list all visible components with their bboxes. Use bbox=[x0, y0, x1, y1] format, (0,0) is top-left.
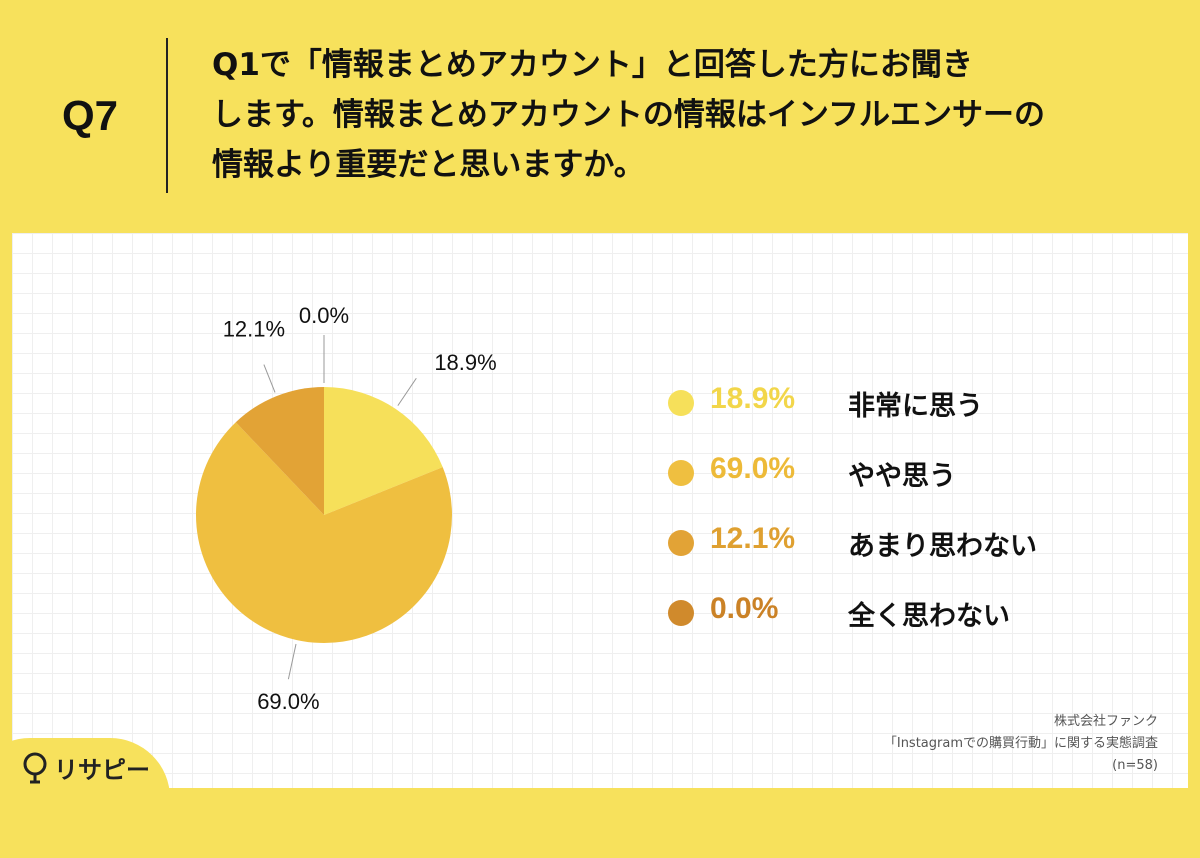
question-text: Q1で「情報まとめアカウント」と回答した方にお聞き します。情報まとめアカウント… bbox=[212, 40, 1172, 190]
source-note: 株式会社ファンク 「Instagramでの購買行動」に関する実態調査 (n=58… bbox=[884, 711, 1158, 777]
legend-row: 12.1% あまり思わない bbox=[662, 518, 1122, 588]
leader-line bbox=[263, 364, 276, 393]
source-company: 株式会社ファンク bbox=[1053, 714, 1158, 729]
legend-dot bbox=[668, 600, 694, 626]
legend-label: あまり思わない bbox=[848, 531, 1037, 562]
legend-percent: 18.9% bbox=[710, 382, 796, 415]
legend-label: 非常に思う bbox=[848, 391, 983, 422]
legend-row: 0.0% 全く思わない bbox=[662, 588, 1122, 658]
question-line: Q1で「情報まとめアカウント」と回答した方にお聞き bbox=[212, 47, 973, 83]
slice-label: 0.0% bbox=[299, 303, 349, 328]
legend-percent: 69.0% bbox=[710, 452, 796, 485]
legend-row: 69.0% やや思う bbox=[662, 448, 1122, 518]
source-survey: 「Instagramでの購買行動」に関する実態調査 bbox=[883, 736, 1158, 751]
slice-label: 12.1% bbox=[223, 317, 285, 342]
source-sample: (n=58) bbox=[1112, 758, 1158, 773]
leader-line bbox=[397, 377, 417, 406]
legend-dot bbox=[668, 460, 694, 486]
legend-percent: 12.1% bbox=[710, 522, 796, 555]
legend-label: やや思う bbox=[848, 461, 956, 492]
question-number: Q7 bbox=[62, 92, 119, 139]
brand-name: リサピー bbox=[54, 756, 150, 784]
pie-slice bbox=[235, 387, 324, 515]
slice-label: 69.0% bbox=[257, 689, 319, 714]
slice-label: 18.9% bbox=[434, 350, 496, 375]
legend-row: 18.9% 非常に思う bbox=[662, 378, 1122, 448]
question-line: 情報より重要だと思いますか。 bbox=[212, 147, 645, 183]
question-divider bbox=[166, 38, 168, 193]
legend-label: 全く思わない bbox=[848, 601, 1010, 632]
brand-logo: リサピー bbox=[20, 750, 150, 785]
legend-dot bbox=[668, 390, 694, 416]
chart-panel: 18.9% 69.0% 12.1% 0.0% 18.9% 非常に思う 69.0% やや… bbox=[12, 233, 1188, 788]
legend-dot bbox=[668, 530, 694, 556]
question-line: します。情報まとめアカウントの情報はインフルエンサーの bbox=[212, 97, 1045, 133]
legend: 18.9% 非常に思う 69.0% やや思う 12.1% あまり思わない 0.0… bbox=[662, 378, 1122, 658]
pie-chart: 18.9% 69.0% 12.1% 0.0% bbox=[196, 303, 497, 714]
pie-slice bbox=[324, 387, 443, 515]
legend-percent: 0.0% bbox=[710, 592, 779, 625]
leader-line bbox=[287, 643, 297, 680]
lightbulb-icon bbox=[23, 752, 47, 783]
pie-slice bbox=[196, 422, 452, 643]
